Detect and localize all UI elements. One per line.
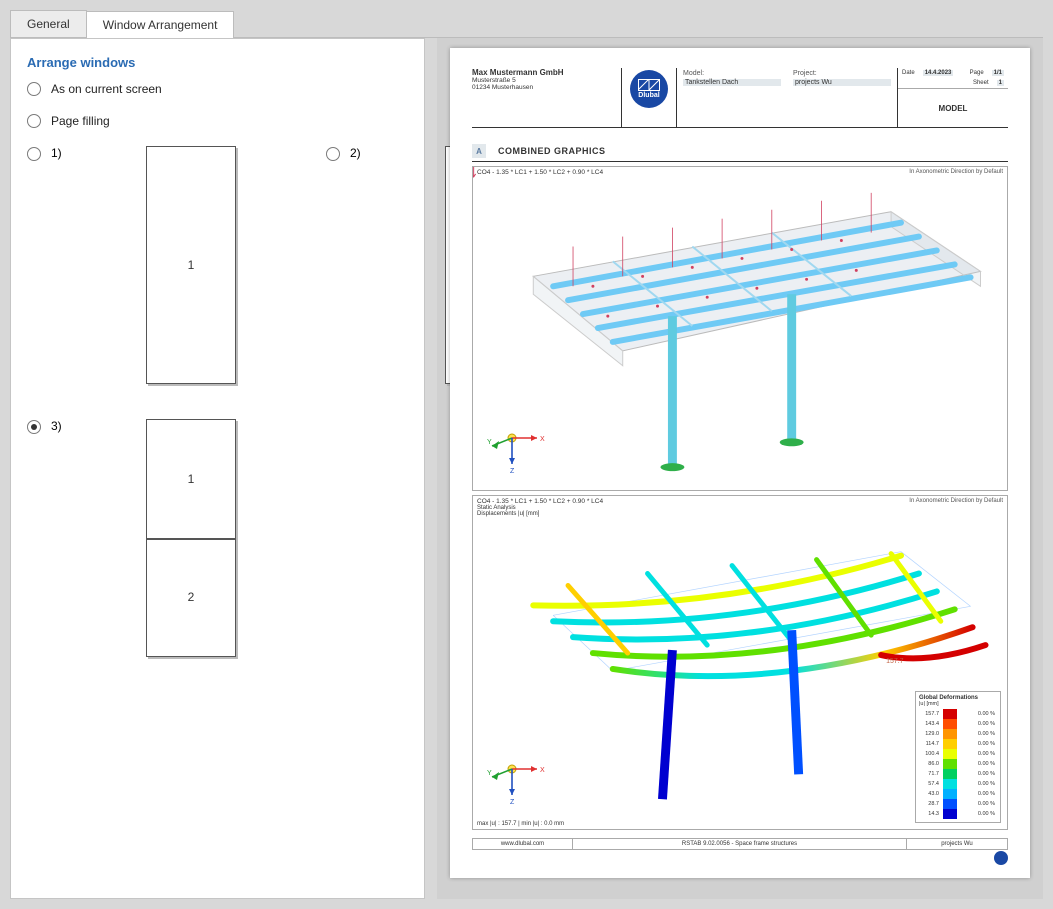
thumb-1-cell: 1 — [188, 258, 195, 272]
legend-row: 71.70.00 % — [919, 769, 997, 779]
radio-current-screen[interactable] — [27, 82, 41, 96]
tab-general[interactable]: General — [10, 10, 87, 37]
legend-row: 114.70.00 % — [919, 739, 997, 749]
graphic-2-maxmin: max |u| : 157.7 | min |u| : 0.0 mm — [477, 821, 564, 827]
radio-2[interactable] — [326, 147, 340, 161]
page-value: 1/1 — [992, 70, 1004, 76]
graphic-1-title: CO4 - 1.35 * LC1 + 1.50 * LC2 + 0.90 * L… — [477, 169, 603, 176]
header-right: Date 14.4.2023 Page 1/1 Sheet 1 MODEL — [898, 68, 1008, 127]
radio-page-filling[interactable] — [27, 114, 41, 128]
deformation-legend: Global Deformations |u| [mm] 157.70.00 %… — [915, 691, 1001, 823]
section-title: COMBINED GRAPHICS — [498, 146, 606, 156]
graphic-2-title: CO4 - 1.35 * LC1 + 1.50 * LC2 + 0.90 * L… — [477, 498, 603, 517]
company-name: Max Mustermann GmbH — [472, 68, 615, 77]
tab-bar: General Window Arrangement — [10, 10, 1043, 38]
radio-page-filling-label: Page filling — [51, 114, 110, 128]
svg-text:X: X — [540, 436, 545, 443]
dlubal-logo-icon: Dlubal — [630, 70, 668, 108]
graphic-1-view-note: In Axonometric Direction by Default — [909, 169, 1003, 175]
page-header: Max Mustermann GmbH Musterstraße 5 01234… — [472, 68, 1008, 128]
legend-row: 143.40.00 % — [919, 719, 997, 729]
app-frame: General Window Arrangement Arrange windo… — [10, 10, 1043, 899]
sheet-label: Sheet — [973, 80, 989, 86]
legend-row: 28.70.00 % — [919, 799, 997, 809]
axis-gizmo-2: X Y Z — [487, 749, 547, 807]
legend-row: 57.40.00 % — [919, 779, 997, 789]
structure-isometric-icon — [473, 167, 1007, 490]
page-footer: www.dlubal.com RSTAB 9.02.0056 - Space f… — [472, 838, 1008, 850]
company-addr2: 01234 Musterhausen — [472, 84, 615, 91]
svg-text:Z: Z — [510, 468, 515, 474]
sheet-value: 1 — [997, 80, 1004, 86]
graphic-2-view-note: In Axonometric Direction by Default — [909, 498, 1003, 504]
date-value: 14.4.2023 — [923, 70, 954, 76]
svg-text:Z: Z — [510, 799, 515, 805]
panel-title: Arrange windows — [27, 55, 408, 70]
radio-3-label: 3) — [51, 419, 71, 433]
thumb-3: 1 2 — [146, 419, 236, 657]
radio-3[interactable] — [27, 420, 41, 434]
legend-row: 86.00.00 % — [919, 759, 997, 769]
legend-row: 14.30.00 % — [919, 809, 997, 819]
option-page-filling[interactable]: Page filling — [27, 114, 408, 128]
header-model-project: Model: Tankstellen Dach Project: project… — [677, 68, 898, 127]
legend-row: 100.40.00 % — [919, 749, 997, 759]
project-value: projects Wu — [793, 79, 891, 86]
legend-unit: |u| [mm] — [919, 701, 997, 707]
legend-row: 157.70.00 % — [919, 709, 997, 719]
radio-current-screen-label: As on current screen — [51, 82, 162, 96]
model-badge: MODEL — [898, 88, 1008, 127]
arrange-panel: Arrange windows As on current screen Pag… — [10, 38, 425, 899]
model-value: Tankstellen Dach — [683, 79, 781, 86]
thumb-3-cell-a: 1 — [188, 472, 195, 486]
svg-text:Y: Y — [487, 770, 492, 777]
footer-project: projects Wu — [907, 839, 1007, 849]
svg-text:X: X — [540, 767, 545, 774]
footer-version: RSTAB 9.02.0056 - Space frame structures — [573, 839, 907, 849]
legend-row: 43.00.00 % — [919, 789, 997, 799]
option-current-screen[interactable]: As on current screen — [27, 82, 408, 96]
tab-window-arrangement[interactable]: Window Arrangement — [86, 11, 235, 38]
section-letter: A — [472, 144, 486, 158]
option-1[interactable]: 1) 1 — [27, 146, 236, 384]
print-page: Max Mustermann GmbH Musterstraße 5 01234… — [450, 48, 1030, 878]
thumb-1: 1 — [146, 146, 236, 384]
radio-2-label: 2) — [350, 146, 370, 160]
option-3[interactable]: 3) 1 2 — [27, 419, 236, 657]
legend-row: 129.00.00 % — [919, 729, 997, 739]
company-addr1: Musterstraße 5 — [472, 77, 615, 84]
svg-text:157.7: 157.7 — [886, 658, 904, 665]
axis-gizmo-1: X Y Z — [487, 418, 547, 476]
footer-url: www.dlubal.com — [473, 839, 573, 849]
graphic-2: CO4 - 1.35 * LC1 + 1.50 * LC2 + 0.90 * L… — [472, 495, 1008, 830]
footer-logo-icon — [994, 851, 1008, 865]
thumb-3-cell-b: 2 — [188, 590, 195, 604]
project-label: Project: — [793, 70, 891, 77]
radio-1[interactable] — [27, 147, 41, 161]
svg-text:Y: Y — [487, 439, 492, 446]
preview-panel: Max Mustermann GmbH Musterstraße 5 01234… — [437, 38, 1043, 899]
page-label: Page — [970, 70, 984, 76]
graphic-1: CO4 - 1.35 * LC1 + 1.50 * LC2 + 0.90 * L… — [472, 166, 1008, 491]
content-area: Arrange windows As on current screen Pag… — [10, 38, 1043, 899]
model-label: Model: — [683, 70, 781, 77]
radio-1-label: 1) — [51, 146, 71, 160]
header-company: Max Mustermann GmbH Musterstraße 5 01234… — [472, 68, 622, 127]
header-logo: Dlubal — [622, 68, 677, 127]
date-label: Date — [902, 70, 915, 76]
